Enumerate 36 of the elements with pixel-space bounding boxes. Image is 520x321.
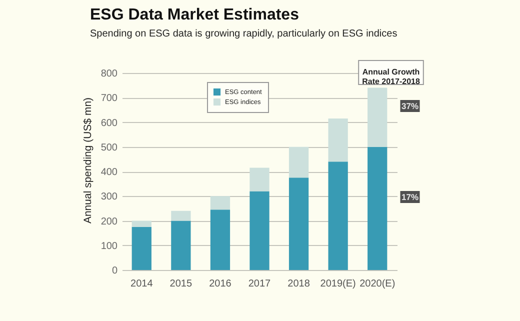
y-tick-label: 300	[100, 192, 118, 203]
bar	[132, 220, 152, 227]
text: 17%	[401, 192, 419, 202]
y-axis-title: Annual spending (US$ mn)	[82, 97, 94, 224]
bar	[210, 196, 230, 210]
chart-title: ESG Data Market Estimates	[90, 6, 300, 24]
x-tick-label: 2016	[209, 278, 232, 290]
y-tick-label: 700	[100, 93, 118, 104]
y-tick-label: 800	[100, 68, 118, 80]
x-tick-label: 2015	[170, 278, 192, 290]
y-tick-label: 600	[100, 118, 118, 129]
y-tick-label: 200	[100, 216, 118, 228]
bar	[288, 146, 309, 178]
bar	[368, 146, 388, 270]
y-tick-label: 400	[100, 167, 118, 178]
x-tick-label: 2018	[288, 278, 310, 290]
x-tick-label: 2019(E)	[320, 278, 356, 290]
x-tick-label: 2014	[130, 278, 154, 290]
y-tick-label: 500	[100, 142, 118, 154]
bar	[368, 88, 388, 147]
y-tick-label: 100	[100, 240, 118, 252]
bar	[132, 226, 152, 270]
annotation: Annual Growth Rate 2017-2018	[362, 68, 420, 86]
text: 37%	[401, 101, 419, 111]
bar	[210, 210, 230, 270]
bar	[328, 162, 348, 270]
bar	[250, 191, 270, 270]
bar	[171, 210, 191, 221]
bar	[250, 168, 270, 192]
chart-subtitle: Spending on ESG data is growing rapidly, particularly on ESG indices	[90, 28, 398, 40]
bar	[171, 220, 191, 270]
bar	[328, 118, 348, 162]
x-tick-label: 2020(E)	[360, 278, 396, 290]
y-tick-label: 0	[112, 266, 118, 276]
bar	[288, 178, 309, 270]
x-tick-label: 2017	[248, 278, 272, 290]
